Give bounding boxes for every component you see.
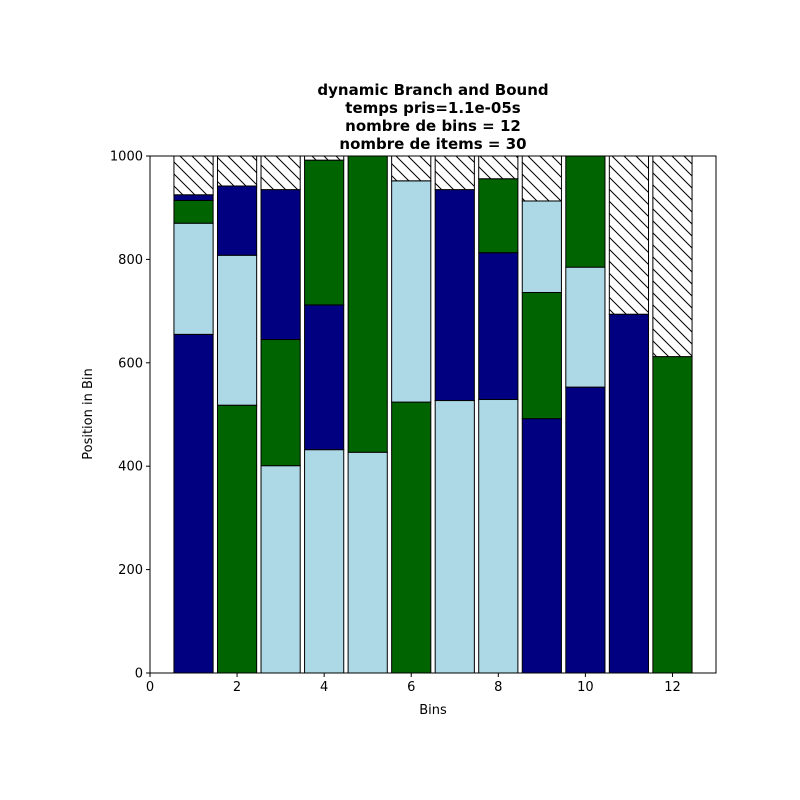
bin-5-item-1 xyxy=(347,451,388,674)
bin-4-item-2 xyxy=(304,304,345,451)
y-tick-label: 600 xyxy=(118,356,143,371)
title-line-2: temps pris=1.1e-05s xyxy=(345,99,520,117)
y-axis-label: Position in Bin xyxy=(81,368,96,460)
bin-10-item-2 xyxy=(565,266,606,388)
x-tick-label: 2 xyxy=(233,680,241,695)
bin-2-item-3 xyxy=(216,185,258,256)
x-axis-label: Bins xyxy=(419,703,447,718)
bin-5-item-2 xyxy=(347,155,388,453)
bin-1-item-3 xyxy=(173,199,214,224)
y-tick-label: 1000 xyxy=(110,150,143,165)
bin-9-free-space xyxy=(521,155,562,202)
title-line-1: dynamic Branch and Bound xyxy=(317,81,548,99)
bin-1-free-space xyxy=(173,155,214,196)
bin-1-item-2 xyxy=(173,222,214,335)
bin-6-item-1 xyxy=(391,401,432,674)
y-tick-label: 200 xyxy=(118,563,143,578)
bin-3-free-space xyxy=(260,155,301,191)
title-line-4: nombre de items = 30 xyxy=(339,135,526,153)
bin-6-free-space xyxy=(391,155,432,182)
bin-8-item-3 xyxy=(478,178,519,254)
bin-4-free-space xyxy=(304,155,345,161)
bin-7-item-1 xyxy=(434,400,475,674)
bin-9-item-3 xyxy=(521,200,562,293)
bin-10-item-1 xyxy=(565,386,606,674)
bin-8-item-1 xyxy=(478,399,519,674)
y-tick-label: 400 xyxy=(118,460,143,475)
x-tick-label: 6 xyxy=(407,680,415,695)
chart-title: dynamic Branch and Bound temps pris=1.1e… xyxy=(317,81,548,153)
y-tick-label: 800 xyxy=(118,253,143,268)
bin-3-item-3 xyxy=(260,189,301,341)
x-tick-label: 12 xyxy=(664,680,681,695)
x-tick-label: 10 xyxy=(577,680,594,695)
bin-12-free-space xyxy=(652,155,693,358)
bin-8-item-2 xyxy=(478,252,519,401)
bin-10-item-3 xyxy=(565,155,606,268)
bin-1-item-1 xyxy=(173,333,214,674)
bars-group xyxy=(173,155,693,674)
bin-3-item-1 xyxy=(260,465,301,674)
bin-12-item-1 xyxy=(652,356,693,674)
bin-9-item-1 xyxy=(521,418,562,674)
title-line-3: nombre de bins = 12 xyxy=(345,117,521,135)
x-tick-label: 4 xyxy=(320,680,328,695)
bin-3-item-2 xyxy=(260,339,301,467)
bin-6-item-2 xyxy=(391,180,432,403)
x-tick-label: 0 xyxy=(146,680,154,695)
bin-7-item-2 xyxy=(434,189,475,402)
x-axis-ticks: 0 2 4 6 8 10 12 xyxy=(146,673,681,695)
bin-4-item-1 xyxy=(304,449,345,674)
bin-11-item-1 xyxy=(608,313,650,674)
y-tick-label: 0 xyxy=(135,667,143,682)
bin-2-item-2 xyxy=(216,254,258,406)
bin-11-free-space xyxy=(608,155,650,315)
plot-frame xyxy=(149,155,717,674)
bin-8-free-space xyxy=(478,155,519,180)
x-tick-label: 8 xyxy=(494,680,502,695)
bin-9-item-2 xyxy=(521,291,562,420)
bin-1-item-4 xyxy=(173,194,214,201)
y-axis-ticks: 0 200 400 600 800 1000 xyxy=(110,150,150,682)
bin-2-item-1 xyxy=(216,404,258,674)
bin-2-free-space xyxy=(216,155,258,187)
bin-7-free-space xyxy=(434,155,475,191)
bin-4-item-3 xyxy=(304,159,345,306)
